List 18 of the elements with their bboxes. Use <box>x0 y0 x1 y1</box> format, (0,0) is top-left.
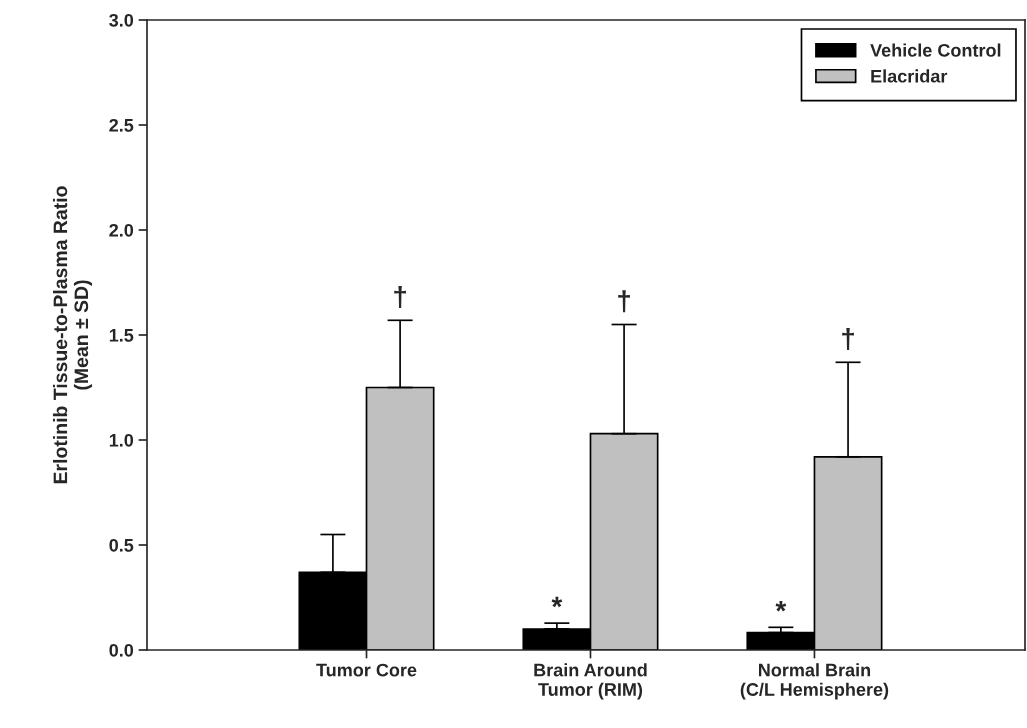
y-tick-label: 0.0 <box>109 643 134 657</box>
y-tick-label: 1.5 <box>109 329 134 342</box>
annotation: † <box>618 290 630 313</box>
legend-label: Elacridar <box>871 69 948 83</box>
x-tick-label: Tumor Core <box>316 663 417 677</box>
y-tick-label: 2.5 <box>109 118 134 132</box>
annotation: * <box>775 601 787 612</box>
y-tick-label: 3.0 <box>109 13 134 27</box>
annotation: * <box>551 596 563 608</box>
legend-label: Vehicle Control <box>870 43 1001 57</box>
annotation: † <box>842 328 854 351</box>
x-tick-label: Brain Around Tumor (RIM) <box>534 663 647 700</box>
y-axis-title: Erlotinib Tissue-to-Plasma Ratio (Mean ± SD) <box>52 186 93 484</box>
y-tick-label: 1.0 <box>109 433 134 447</box>
annotation: † <box>394 286 406 309</box>
y-tick-label: 0.5 <box>109 538 134 552</box>
y-tick-label: 2.0 <box>109 223 134 237</box>
x-tick-label: Normal Brain (C/L Hemisphere) <box>740 663 889 700</box>
